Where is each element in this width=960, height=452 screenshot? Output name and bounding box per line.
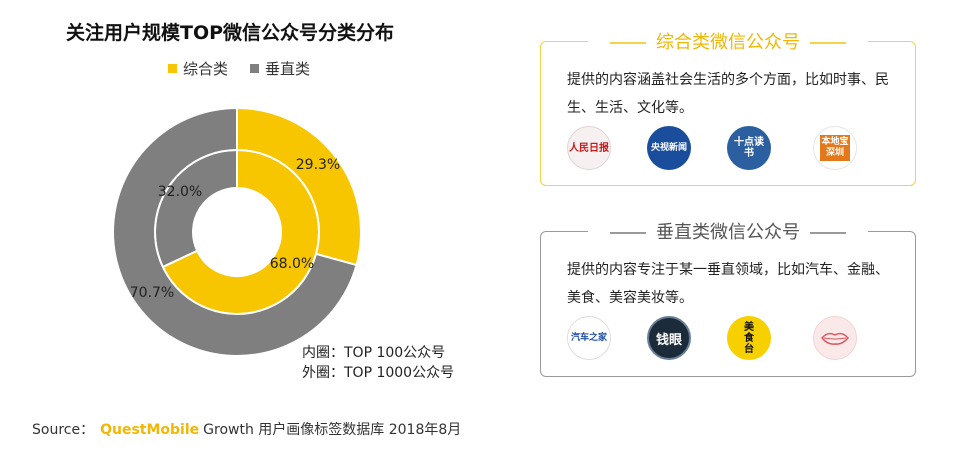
- label-inner-1: 32.0%: [158, 184, 202, 200]
- label-inner-0: 68.0%: [270, 256, 314, 272]
- title-dash-right: [810, 42, 846, 44]
- source-brand: QuestMobile: [100, 422, 200, 438]
- label-outer-0: 29.3%: [296, 157, 340, 173]
- legend-item-vertical: 垂直类: [250, 58, 310, 79]
- title-dash-left: [610, 42, 646, 44]
- card-desc-comprehensive: 提供的内容涵盖社会生活的多个方面，比如时事、民生、生活、文化等。: [567, 72, 889, 116]
- legend-label-comprehensive: 综合类: [183, 60, 229, 78]
- card-title-text-comprehensive: 综合类微信公众号: [656, 32, 800, 53]
- bendibao-shenzhen-logo: 本地宝 深圳: [813, 126, 857, 170]
- donut-chart: 68.0% 32.0% 29.3% 70.7%: [112, 106, 362, 357]
- renmin-ribao-logo: 人民日报: [567, 126, 611, 170]
- slice-outer-1: [112, 106, 358, 357]
- logos-comprehensive: 人民日报 央视新闻 十点读书 本地宝 深圳: [541, 126, 915, 170]
- qianyan-logo: 钱眼: [647, 316, 691, 360]
- title-dash-left: [610, 232, 646, 234]
- card-desc-vertical: 提供的内容专注于某一垂直领域，比如汽车、金融、美食、美容美妆等。: [567, 262, 889, 306]
- note-outer: 外圈：TOP 1000公众号: [302, 365, 455, 381]
- label-outer-1: 70.7%: [130, 285, 174, 301]
- legend-item-comprehensive: 综合类: [168, 58, 228, 79]
- card-title-vertical: 垂直类微信公众号: [588, 218, 868, 244]
- shidian-dushu-logo: 十点读书: [727, 126, 771, 170]
- legend-swatch-vertical: [250, 64, 260, 73]
- logos-vertical: 汽车之家 钱眼 美食台: [541, 316, 915, 360]
- source-line: Source： QuestMobile Growth 用户画像标签数据库 2018年…: [32, 419, 461, 439]
- card-comprehensive: 综合类微信公众号 提供的内容涵盖社会生活的多个方面，比如时事、民生、生活、文化等…: [540, 28, 916, 186]
- lips-logo: [813, 316, 857, 360]
- card-vertical: 垂直类微信公众号 提供的内容专注于某一垂直领域，比如汽车、金融、美食、美容美妆等…: [540, 218, 916, 377]
- title-dash-right: [810, 232, 846, 234]
- source-rest: Growth 用户画像标签数据库 2018年8月: [203, 422, 462, 438]
- meishitai-logo: 美食台: [727, 316, 771, 360]
- legend-label-vertical: 垂直类: [265, 60, 311, 78]
- note-inner: 内圈：TOP 100公众号: [302, 345, 446, 361]
- cctv-news-logo: 央视新闻: [647, 126, 691, 170]
- autohome-logo: 汽车之家: [567, 316, 611, 360]
- chart-title: 关注用户规模TOP微信公众号分类分布: [66, 22, 395, 44]
- legend-swatch-comprehensive: [168, 64, 177, 73]
- ring-notes: 内圈：TOP 100公众号 外圈：TOP 1000公众号: [302, 343, 454, 383]
- source-prefix: Source：: [32, 422, 95, 438]
- card-title-text-vertical: 垂直类微信公众号: [656, 222, 800, 243]
- legend: 综合类 垂直类: [168, 58, 310, 79]
- card-title-comprehensive: 综合类微信公众号: [588, 28, 868, 54]
